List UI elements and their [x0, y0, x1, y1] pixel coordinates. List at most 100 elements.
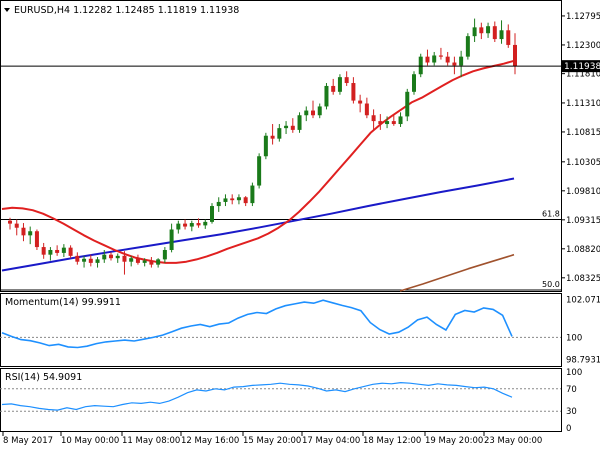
- rsi-tick-label: 0: [566, 424, 571, 434]
- candle-bull: [28, 231, 33, 236]
- candle-bull: [210, 206, 214, 222]
- current-price-label: 1.11938: [564, 62, 600, 72]
- candle-bull: [162, 249, 167, 260]
- candle-bull: [250, 185, 255, 204]
- candles: [8, 18, 517, 275]
- fibonacci-levels: 61.8 50.0: [0, 210, 561, 291]
- candle-bear: [452, 62, 457, 66]
- price-tick-label: 1.11310: [566, 99, 600, 109]
- price-tick-label: 1.12795: [566, 12, 600, 22]
- candle-bear: [109, 254, 113, 259]
- candle-bear: [55, 249, 60, 253]
- candle-bear: [479, 27, 484, 34]
- candle-bull: [304, 110, 309, 116]
- time-tick-label: 11 May 08:00: [122, 436, 180, 446]
- candle-bear: [425, 56, 430, 63]
- candle-bull: [418, 56, 423, 75]
- candle-bull: [486, 26, 491, 34]
- price-axis: 1.12795 1.12300 1.11810 1.11310 1.10815 1.103…: [561, 12, 600, 284]
- candle-bull: [129, 258, 134, 262]
- candle-bear: [290, 125, 295, 130]
- candle-bear: [270, 135, 275, 139]
- candle-bear: [196, 223, 201, 226]
- candle-bear: [230, 198, 235, 201]
- candle-bull: [203, 221, 208, 226]
- rsi-label: RSI(14) 54.9091: [5, 372, 82, 383]
- time-tick-label: 23 May 00:00: [484, 436, 542, 446]
- candle-bull: [317, 106, 322, 116]
- price-tick-label: 1.08820: [566, 245, 600, 255]
- candle-bear: [41, 247, 46, 255]
- candle-bull: [223, 198, 228, 202]
- price-tick-label: 1.09315: [566, 216, 600, 226]
- candle-bear: [243, 197, 248, 204]
- candle-bull: [263, 135, 268, 157]
- time-tick-label: 18 May 12:00: [363, 436, 421, 446]
- candle-bear: [122, 255, 127, 262]
- candle-bull: [412, 74, 416, 92]
- price-tick-label: 1.12300: [566, 41, 600, 51]
- candle-bull: [95, 259, 100, 263]
- momentum-panel-frame: [0, 293, 562, 367]
- sma-red-line: [1, 59, 515, 264]
- candle-bear: [68, 247, 73, 256]
- price-tick-label: 1.09810: [566, 187, 600, 197]
- rsi-tick-label: 70: [566, 385, 577, 395]
- candle-bear: [149, 260, 154, 265]
- price-panel-frame: [0, 0, 562, 292]
- candle-bull: [297, 115, 302, 130]
- price-tick-label: 1.10305: [566, 158, 600, 168]
- candle-bull: [48, 249, 53, 255]
- candle-bear: [88, 258, 93, 263]
- candle-bull: [142, 260, 147, 263]
- time-axis: 8 May 2017 10 May 00:00 11 May 08:00 12 May…: [2, 432, 542, 446]
- price-tick-label: 1.08325: [566, 274, 600, 284]
- candle-bear: [344, 77, 349, 84]
- candle-bull: [337, 77, 342, 92]
- current-price-marker: 1.11938: [562, 60, 600, 73]
- price-tick-label: 1.10815: [566, 128, 600, 138]
- candle-bear: [14, 223, 19, 228]
- candle-bull: [176, 223, 181, 230]
- candle-bull: [398, 116, 403, 125]
- sma-brown-line: [399, 253, 515, 292]
- candle-bull: [115, 255, 120, 259]
- candle-bull: [284, 125, 289, 129]
- candle-bull: [472, 27, 477, 37]
- symbol-info: EURUSD,H4 1.12282 1.12485 1.11819 1.1193…: [14, 5, 239, 16]
- time-tick-label: 8 May 2017: [3, 436, 53, 446]
- candle-bear: [183, 223, 188, 227]
- candle-bull: [385, 121, 390, 125]
- candle-bull: [459, 56, 464, 66]
- momentum-line: [1, 299, 513, 349]
- candle-bull: [277, 128, 282, 139]
- candle-bull: [465, 36, 470, 57]
- rsi-tick-label: 100: [566, 368, 582, 378]
- time-tick-label: 19 May 20:00: [425, 436, 483, 446]
- chevron-down-icon: [4, 8, 10, 12]
- time-tick-label: 10 May 00:00: [61, 436, 119, 446]
- rsi-indicator: RSI(14) 54.9091 100 70 30 0: [0, 368, 582, 434]
- candle-bull: [189, 223, 194, 227]
- candle-bear: [438, 55, 443, 57]
- candle-bull: [236, 197, 241, 201]
- momentum-tick-label: 100: [566, 333, 582, 343]
- fib-level-label: 61.8: [542, 210, 560, 219]
- sma-blue-line: [1, 177, 515, 272]
- candle-bear: [135, 258, 140, 263]
- candle-bull: [257, 156, 262, 186]
- fib-level-label: 50.0: [542, 280, 560, 289]
- time-tick-label: 12 May 16:00: [181, 436, 239, 446]
- rsi-line: [1, 381, 513, 411]
- candle-bear: [331, 85, 336, 92]
- candle-bear: [34, 231, 39, 248]
- price-tick-label: 1.11810: [566, 70, 600, 80]
- rsi-tick-label: 30: [566, 407, 577, 417]
- candle-bull: [499, 30, 504, 40]
- candle-bull: [324, 85, 329, 107]
- moving-averages: [1, 59, 515, 292]
- chart-title: EURUSD,H4 1.12282 1.12485 1.11819 1.1193…: [4, 5, 239, 16]
- candle-bear: [492, 26, 497, 40]
